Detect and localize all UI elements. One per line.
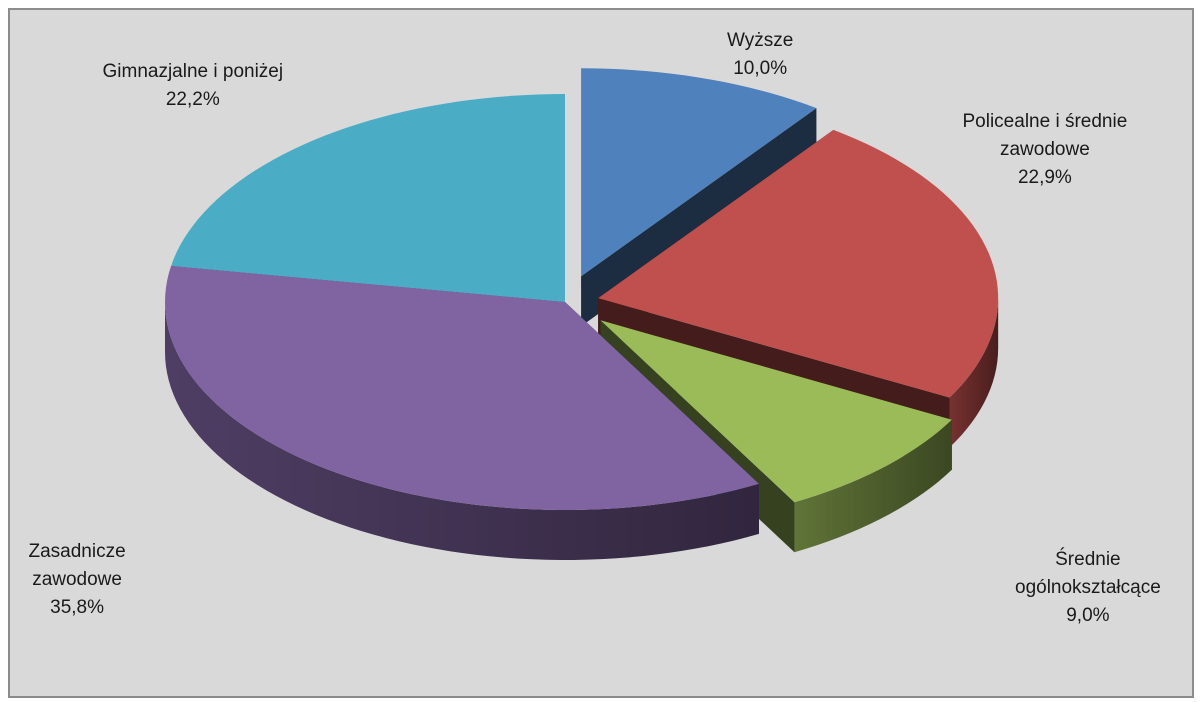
data-label-value: 10,0% [733, 58, 788, 79]
data-label-category: Średnie [1055, 549, 1121, 570]
data-label-value: 9,0% [1066, 605, 1110, 626]
data-label-0: Wyższe 10,0% [727, 27, 793, 83]
data-label-value: 22,9% [1017, 167, 1072, 188]
pie-slice-rim-2 [794, 419, 952, 553]
data-label-category: Wyższe [727, 30, 794, 51]
pie-slice-1 [598, 129, 999, 398]
data-label-category: Zasadnicze [28, 541, 126, 562]
chart-area: Wyższe 10,0% Policealne i średnie zawodowe 2… [8, 8, 1194, 698]
data-label-category: zawodowe [999, 139, 1090, 160]
data-label-value: 22,2% [165, 89, 220, 110]
pie-slice-rim-1 [949, 298, 999, 448]
pie-slice-3 [165, 265, 759, 510]
data-label-category: zawodowe [32, 569, 122, 590]
data-label-2: Średnie ogólnokształcące 9,0% [1015, 546, 1161, 630]
data-label-category: Policealne i średnie [962, 111, 1128, 132]
pie-slice-0 [581, 68, 817, 277]
data-label-4: Gimnazjalne i poniżej 22,2% [103, 58, 284, 114]
pie-slice-2 [600, 320, 952, 503]
data-label-1: Policealne i średnie zawodowe 22,9% [963, 108, 1128, 192]
pie-slice-4 [171, 94, 565, 302]
data-label-category: Gimnazjalne i poniżej [102, 61, 284, 82]
data-label-value: 35,8% [50, 597, 105, 618]
data-label-category: ogólnokształcące [1015, 577, 1161, 598]
pie-chart [165, 68, 999, 560]
pie-slice-rim-3 [165, 302, 759, 560]
data-label-3: Zasadnicze zawodowe 35,8% [29, 538, 126, 622]
